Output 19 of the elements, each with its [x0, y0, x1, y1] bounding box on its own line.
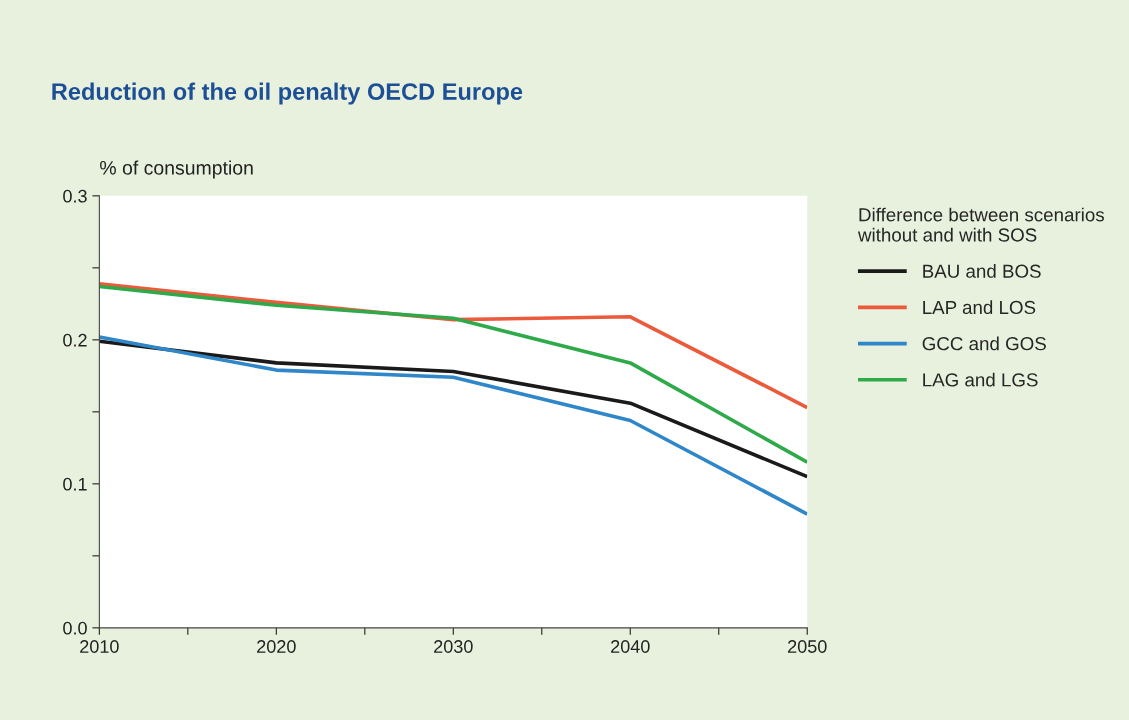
chart-title: Reduction of the oil penalty OECD Europe [52, 82, 523, 105]
legend-label: BAU and BOS [923, 264, 1041, 278]
legend-label: LAG and LGS [923, 372, 1038, 387]
legend-label: LAP and LOS [923, 300, 1036, 315]
x-tick-label: 2050 [788, 640, 827, 653]
line-series [99, 339, 808, 479]
x-tick-label: 2010 [80, 640, 119, 653]
y-axis-title: % of consumption [100, 160, 253, 179]
x-tick-label: 2020 [257, 640, 296, 653]
y-tick-label: 0.2 [63, 333, 87, 347]
y-tick-label: 0.1 [63, 477, 87, 491]
legend-label: GCC and GOS [922, 336, 1046, 351]
y-tick-label: 0.0 [63, 621, 87, 635]
x-tick-label: 2040 [611, 640, 650, 653]
x-tick-label: 2030 [434, 640, 473, 653]
line-series [99, 284, 808, 465]
y-tick-label: 0.3 [63, 189, 87, 203]
legend-title: Difference between scenarios without and with SOS [857, 207, 1104, 242]
line-series [99, 335, 808, 516]
